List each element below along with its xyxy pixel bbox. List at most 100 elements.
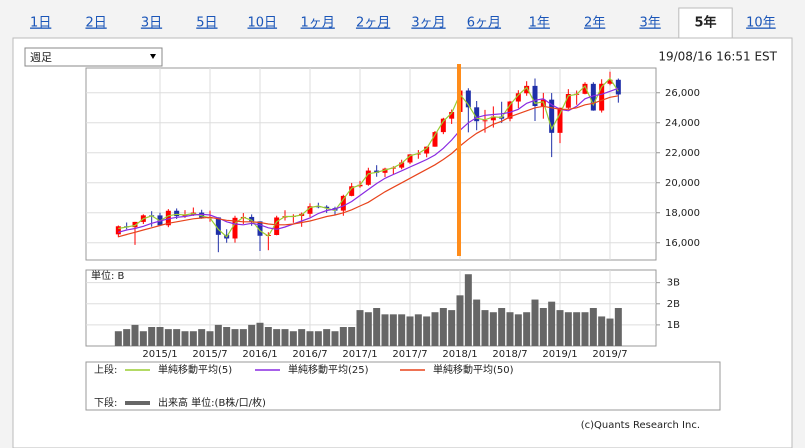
x-tick-label: 2019/1: [542, 349, 577, 360]
x-tick-label: 2017/1: [342, 349, 377, 360]
volume-bar: [156, 327, 164, 346]
volume-bar: [256, 322, 264, 346]
tab[interactable]: [14, 8, 68, 38]
volume-bar: [423, 316, 431, 346]
volume-bar: [398, 314, 406, 346]
candle-body: [340, 195, 346, 211]
tab-label[interactable]: 6ヶ月: [467, 16, 501, 31]
tab-label[interactable]: 5年: [694, 15, 716, 31]
volume-bar: [314, 331, 322, 346]
tab-label[interactable]: 3年: [639, 16, 660, 31]
tab-label[interactable]: 2年: [584, 16, 605, 31]
candle-body: [315, 206, 321, 208]
volume-bar: [448, 310, 456, 346]
volume-bar: [298, 329, 306, 346]
timestamp: 19/08/16 16:51 EST: [658, 50, 777, 64]
y-tick-label: 16,000: [665, 238, 700, 249]
candle-body: [174, 210, 180, 217]
volume-bar: [356, 310, 364, 346]
candle-body: [615, 79, 621, 95]
candle-body: [249, 216, 255, 222]
candle-body: [507, 101, 513, 119]
tab-label[interactable]: 10年: [746, 16, 776, 31]
candle-body: [515, 93, 521, 102]
dropdown-arrow[interactable]: [150, 54, 156, 59]
tab-label[interactable]: 5日: [196, 16, 217, 31]
candle-body: [365, 170, 371, 185]
volume-bar: [331, 331, 339, 346]
volume-unit: 単位: B: [91, 269, 125, 282]
volume-bar: [289, 331, 297, 346]
tab-label[interactable]: 3ヶ月: [411, 16, 445, 31]
candle-body: [274, 217, 280, 235]
tab-label[interactable]: 10日: [248, 16, 278, 31]
volume-bar: [564, 312, 572, 346]
candle-body: [582, 83, 588, 94]
volume-bar: [281, 329, 289, 346]
y-tick-label: 22,000: [665, 148, 700, 159]
volume-bar: [464, 274, 472, 346]
y-tick-label: 24,000: [665, 118, 700, 129]
candle-body: [424, 146, 430, 154]
volume-bar: [123, 329, 131, 346]
tab-label[interactable]: 2ヶ月: [356, 16, 390, 31]
legend-label: 単純移動平均(50): [433, 363, 514, 376]
volume-bar: [531, 299, 539, 346]
volume-bar: [481, 310, 489, 346]
volume-bar: [539, 308, 547, 346]
tab-label[interactable]: 1日: [30, 16, 51, 31]
legend-lower-label: 下段:: [94, 396, 117, 409]
candle-body: [182, 215, 188, 217]
candle-body: [440, 118, 446, 133]
tab[interactable]: [512, 8, 566, 38]
tab[interactable]: [124, 8, 179, 38]
candle-body: [482, 120, 488, 122]
volume-bar: [348, 327, 356, 346]
volume-bar: [306, 331, 314, 346]
tab[interactable]: [346, 8, 400, 38]
dropdown-value[interactable]: 週足: [30, 51, 52, 64]
volume-bar: [439, 308, 447, 346]
x-tick-label: 2018/1: [442, 349, 477, 360]
candle-body: [532, 85, 538, 107]
candle-body: [215, 217, 221, 235]
candle-body: [132, 221, 138, 228]
legend-label: 単純移動平均(25): [288, 363, 369, 376]
tab[interactable]: [623, 8, 677, 38]
tab[interactable]: [678, 7, 733, 39]
tab-label[interactable]: 1年: [529, 16, 550, 31]
tab[interactable]: [69, 8, 123, 38]
candle-body: [382, 168, 388, 173]
tab[interactable]: [401, 8, 456, 38]
x-tick-label: 2016/7: [292, 349, 327, 360]
tab[interactable]: [180, 8, 234, 38]
tab[interactable]: [457, 8, 511, 38]
candle-body: [599, 83, 605, 111]
volume-bar: [339, 327, 347, 346]
legend-label: 出来高 単位:(B株/口/枚): [158, 396, 266, 409]
volume-bar: [214, 324, 222, 346]
candle-body: [557, 107, 563, 133]
tab[interactable]: [568, 8, 622, 38]
volume-bar: [606, 318, 614, 346]
tab-label[interactable]: 3日: [141, 16, 162, 31]
volume-bar: [456, 295, 464, 346]
volume-bar: [248, 324, 256, 346]
candle-body: [115, 226, 121, 235]
volume-bar: [406, 316, 414, 346]
volume-bar: [548, 301, 556, 346]
candle-body: [399, 162, 405, 168]
volume-bar: [148, 327, 156, 346]
price-plot: [85, 67, 657, 261]
tab[interactable]: [235, 8, 289, 38]
tab[interactable]: [734, 8, 788, 38]
tab-label[interactable]: 1ヶ月: [301, 16, 335, 31]
candle-body: [490, 116, 496, 121]
tab[interactable]: [291, 8, 345, 38]
volume-bar: [598, 316, 606, 346]
dropdown[interactable]: [24, 47, 163, 67]
tab-label[interactable]: 2日: [85, 16, 106, 31]
candle-body: [465, 90, 471, 108]
volume-bar: [581, 312, 589, 346]
